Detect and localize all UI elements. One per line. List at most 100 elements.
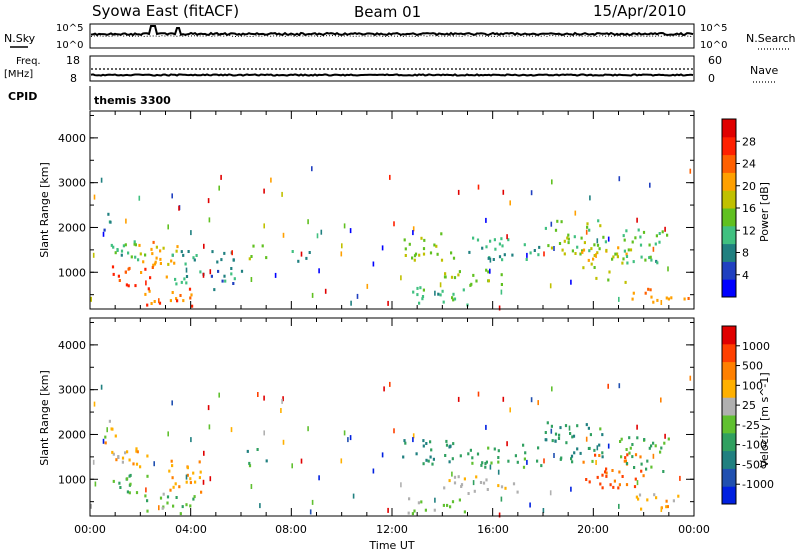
cell-power-133	[418, 253, 421, 257]
cell-velocity-301	[652, 453, 655, 459]
cell-velocity-59	[186, 466, 189, 470]
cell-power-223	[586, 225, 589, 229]
cell-velocity-153	[486, 488, 489, 491]
cell-power-147	[412, 290, 415, 294]
cell-power-384	[274, 272, 277, 278]
cell-velocity-132	[497, 460, 500, 464]
cell-velocity-39	[146, 499, 149, 503]
cell-power-206	[563, 239, 566, 243]
cell-velocity-18	[111, 450, 114, 454]
cell-power-326	[372, 261, 375, 267]
cell-velocity-318	[282, 439, 285, 445]
y-tick-label: 2000	[58, 221, 86, 234]
cell-power-385	[138, 195, 141, 201]
cell-power-16	[116, 249, 119, 252]
cell-power-247	[590, 247, 593, 251]
cell-velocity-229	[588, 480, 591, 484]
cell-velocity-108	[417, 501, 420, 505]
cell-power-35	[153, 262, 157, 266]
cell-power-11	[130, 255, 133, 259]
cell-velocity-150	[482, 481, 486, 485]
cell-power-168	[511, 253, 514, 257]
cell-power-232	[617, 246, 620, 250]
cell-power-137	[414, 252, 418, 256]
cell-power-275	[666, 233, 669, 237]
cell-power-112	[250, 255, 253, 258]
cell-velocity-205	[633, 485, 637, 489]
cell-velocity-286	[282, 396, 284, 402]
cell-power-265	[639, 235, 642, 239]
freq-panel	[89, 55, 695, 82]
cell-power-164	[507, 238, 510, 242]
cell-power-191	[472, 273, 475, 277]
cell-velocity-30	[146, 474, 149, 478]
cell-velocity-22	[104, 441, 107, 445]
nsearch-tick-bottom: 10^0	[700, 40, 727, 51]
cell-power-279	[661, 230, 664, 234]
cell-velocity-142	[537, 446, 540, 450]
cell-velocity-220	[601, 486, 604, 490]
cell-velocity-215	[642, 474, 645, 478]
cell-velocity-312	[145, 487, 147, 493]
cell-velocity-10	[121, 460, 124, 464]
cell-velocity-238	[652, 441, 655, 445]
cell-velocity-74	[256, 448, 259, 451]
cell-velocity-291	[679, 475, 681, 481]
cell-power-42	[138, 243, 141, 247]
cell-power-27	[112, 272, 115, 276]
cell-power-157	[529, 251, 532, 255]
cell-velocity-171	[564, 424, 568, 428]
cell-velocity-294	[451, 471, 453, 477]
nsearch-line	[90, 34, 694, 38]
cell-power-69	[176, 299, 179, 303]
cell-velocity-249	[648, 446, 651, 450]
cell-velocity-151	[460, 483, 464, 487]
cell-velocity-175	[573, 451, 576, 455]
cell-power-308	[307, 219, 309, 225]
cell-power-99	[232, 258, 235, 262]
cell-power-353	[400, 275, 402, 281]
cell-power-382	[356, 293, 359, 299]
cell-velocity-70	[168, 469, 171, 473]
cell-power-139	[422, 288, 425, 292]
x-tick-labels: 00:00 04:00 08:00 12:00 16:00 20:00 00:0…	[74, 523, 710, 536]
cell-velocity-91	[467, 452, 470, 456]
cell-velocity-189	[585, 423, 588, 427]
cell-velocity-325	[636, 424, 638, 430]
cell-velocity-355	[502, 396, 505, 402]
cell-power-72	[148, 289, 151, 293]
cell-velocity-349	[167, 431, 169, 437]
cell-velocity-34	[126, 477, 129, 481]
cell-power-320	[381, 245, 384, 251]
cell-velocity-97	[445, 439, 448, 443]
cell-velocity-341	[207, 405, 210, 411]
cell-power-336	[263, 188, 265, 194]
cell-velocity-170	[550, 424, 553, 428]
cell-power-2	[107, 212, 110, 216]
cell-power-229	[550, 246, 554, 250]
cell-power-272	[631, 240, 634, 244]
cell-velocity-121	[469, 448, 472, 452]
power-colorbar: 28 24 20 16 12 8 4	[721, 118, 756, 298]
cell-velocity-236	[650, 444, 653, 448]
cell-velocity-311	[457, 396, 460, 402]
colorbar-tick-label: 16	[742, 202, 756, 215]
colorbar-swatch	[722, 397, 736, 416]
cell-velocity-250	[662, 470, 665, 473]
cell-velocity-3	[111, 427, 114, 431]
cell-power-116	[305, 256, 308, 260]
cell-power-152	[437, 292, 440, 296]
cell-power-235	[595, 276, 598, 280]
cell-velocity-197	[588, 446, 591, 450]
cell-velocity-41	[161, 506, 164, 510]
cell-velocity-124	[480, 463, 483, 467]
nsky-tick-top: 10^5	[56, 23, 83, 34]
cell-velocity-147	[448, 479, 451, 483]
cell-velocity-308	[307, 426, 309, 432]
y-tick-label: 3000	[58, 177, 86, 190]
cell-power-233	[627, 248, 630, 252]
cell-power-104	[217, 269, 220, 273]
cell-velocity-202	[598, 454, 601, 457]
cell-power-140	[452, 298, 455, 302]
